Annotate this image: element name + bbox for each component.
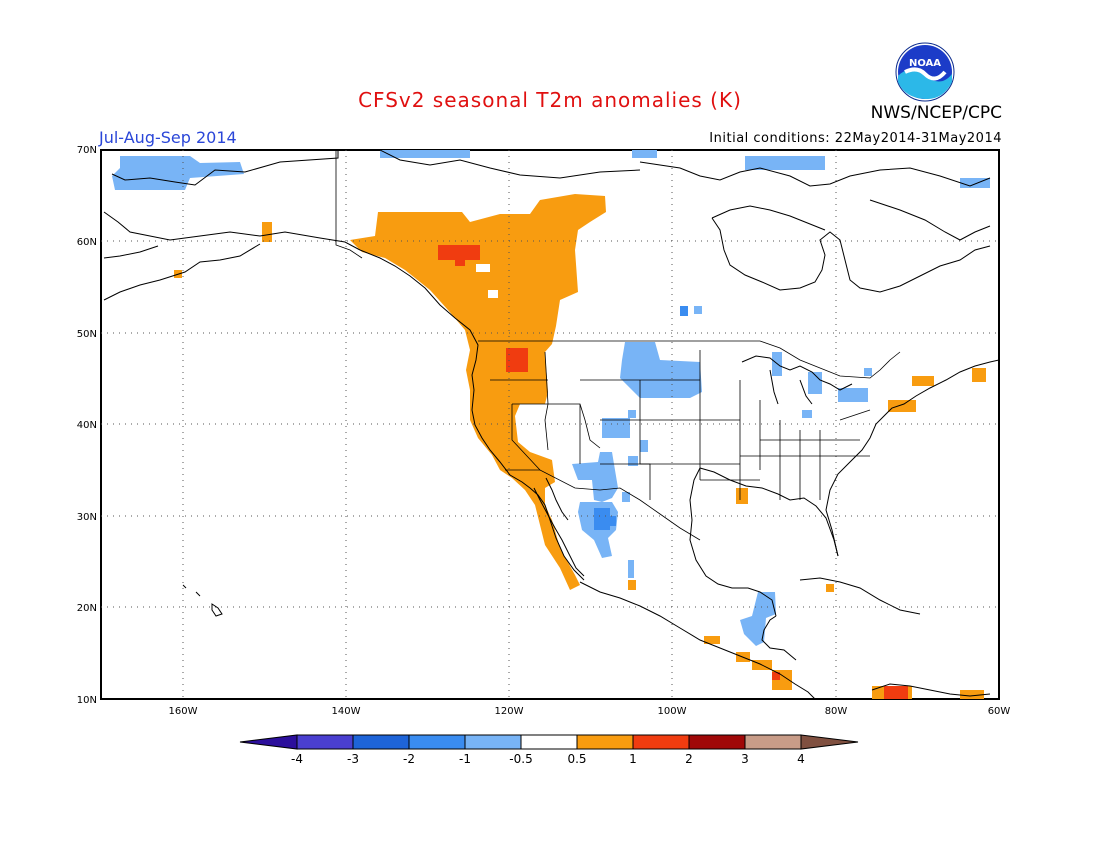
colorbar-bin-1 xyxy=(296,734,354,750)
cold-anomaly-arctic-islands-4 xyxy=(960,178,990,188)
colorbar-bin-4 xyxy=(464,734,522,750)
cold-anomaly-arctic-islands-3 xyxy=(745,156,825,170)
initial-conditions-label: Initial conditions: 22May2014-31May2014 xyxy=(709,131,1002,146)
lat-label-60n: 60N xyxy=(77,237,97,248)
warm-anomaly-maritimes xyxy=(912,376,934,386)
lat-label-40n: 40N xyxy=(77,420,97,431)
lat-label-70n: 70N xyxy=(77,145,97,156)
colorbar-label: -2 xyxy=(403,752,415,766)
cold-anomaly-mexico-dot-1 xyxy=(628,456,638,466)
hot-anomaly-central-america xyxy=(772,672,780,680)
cold-anomaly-arctic-islands-2 xyxy=(632,150,657,158)
warm-anomaly-new-england xyxy=(888,400,916,412)
cold-anomaly-great-lakes-2 xyxy=(808,372,822,394)
colorbar-bin-6 xyxy=(576,734,634,750)
hot-anomaly-bc-north xyxy=(438,245,480,260)
cold-anomaly-dot-3 xyxy=(628,410,636,418)
neutral-hole-1 xyxy=(476,264,490,272)
season-label: Jul-Aug-Sep 2014 xyxy=(99,128,237,147)
colorbar-label: 1 xyxy=(629,752,637,766)
colorbar-bin-9 xyxy=(744,734,802,750)
logo-text: NOAA xyxy=(909,58,941,69)
lon-label-160w: 160W xyxy=(169,706,198,717)
colorbar-bin-7 xyxy=(632,734,690,750)
colorbar-low-triangle xyxy=(239,734,298,750)
cold-anomaly-yucatan xyxy=(740,592,776,646)
colorbar-high-triangle xyxy=(800,734,859,750)
colorbar-label: 4 xyxy=(797,752,805,766)
colorbar-label: -3 xyxy=(347,752,359,766)
cold-anomaly-mexico-dark-1 xyxy=(594,508,610,530)
lon-label-80w: 80W xyxy=(825,706,848,717)
map-title: CFSv2 seasonal T2m anomalies (K) xyxy=(358,88,742,112)
colorbar-label: 0.5 xyxy=(567,752,587,766)
colorbar-label: -4 xyxy=(291,752,303,766)
neutral-hole-2 xyxy=(488,290,498,298)
cold-anomaly-alaska xyxy=(112,156,244,190)
hot-anomaly-south-america xyxy=(884,686,908,699)
colorbar-label: 2 xyxy=(685,752,693,766)
lat-label-20n: 20N xyxy=(77,603,97,614)
cold-anomaly-dot-4 xyxy=(640,440,648,452)
lon-label-120w: 120W xyxy=(495,706,524,717)
colorbar-bin-5 xyxy=(520,734,578,750)
cold-anomaly-mexico-dot-2 xyxy=(622,492,630,502)
coastlines xyxy=(103,150,999,699)
warm-anomaly-gulf xyxy=(736,488,748,504)
colorbar-bin-8 xyxy=(688,734,746,750)
lon-label-140w: 140W xyxy=(332,706,361,717)
lon-label-100w: 100W xyxy=(658,706,687,717)
warm-anomaly-caribbean xyxy=(826,584,834,592)
cold-anomaly-great-lakes-3 xyxy=(838,388,868,402)
warm-anomaly-central-america-1 xyxy=(704,636,720,644)
cold-anomaly-great-lakes-4 xyxy=(864,368,872,376)
warm-anomaly-west xyxy=(350,194,606,590)
colorbar-bin-2 xyxy=(352,734,410,750)
agency-label: NWS/NCEP/CPC xyxy=(870,103,1002,123)
lat-label-50n: 50N xyxy=(77,329,97,340)
borders xyxy=(335,150,901,541)
cold-anomaly-mexico-dark-2 xyxy=(610,516,616,526)
colorbar-label: -1 xyxy=(459,752,471,766)
cold-anomaly-northern-plains xyxy=(620,342,702,398)
colorbar-bin-3 xyxy=(408,734,466,750)
colorbar-label: 3 xyxy=(741,752,749,766)
hot-anomaly-bc-north-2 xyxy=(455,258,465,266)
hot-anomaly-idaho xyxy=(506,348,528,372)
cold-anomaly-dot-2 xyxy=(694,306,702,314)
cold-anomaly-great-lakes-5 xyxy=(802,410,812,418)
warm-anomaly-mexico-west xyxy=(628,580,636,590)
cold-anomaly-dot-1 xyxy=(680,306,688,316)
noaa-logo: NOAA xyxy=(895,42,955,102)
map-content xyxy=(101,150,999,699)
warm-anomaly-alaska-1 xyxy=(262,222,272,242)
colorbar-label: -0.5 xyxy=(509,752,533,766)
cold-anomaly-colorado xyxy=(602,418,630,438)
cold-anomaly-arctic-islands-1 xyxy=(380,150,470,158)
warm-anomaly-nova-scotia xyxy=(972,368,986,382)
lon-label-60w: 60W xyxy=(988,706,1011,717)
lat-label-30n: 30N xyxy=(77,512,97,523)
colorbar xyxy=(239,734,859,750)
lat-label-10n: 10N xyxy=(77,695,97,706)
cold-anomaly-mexico-dot-3 xyxy=(628,560,634,578)
warm-anomaly-south-america-2 xyxy=(960,690,984,699)
